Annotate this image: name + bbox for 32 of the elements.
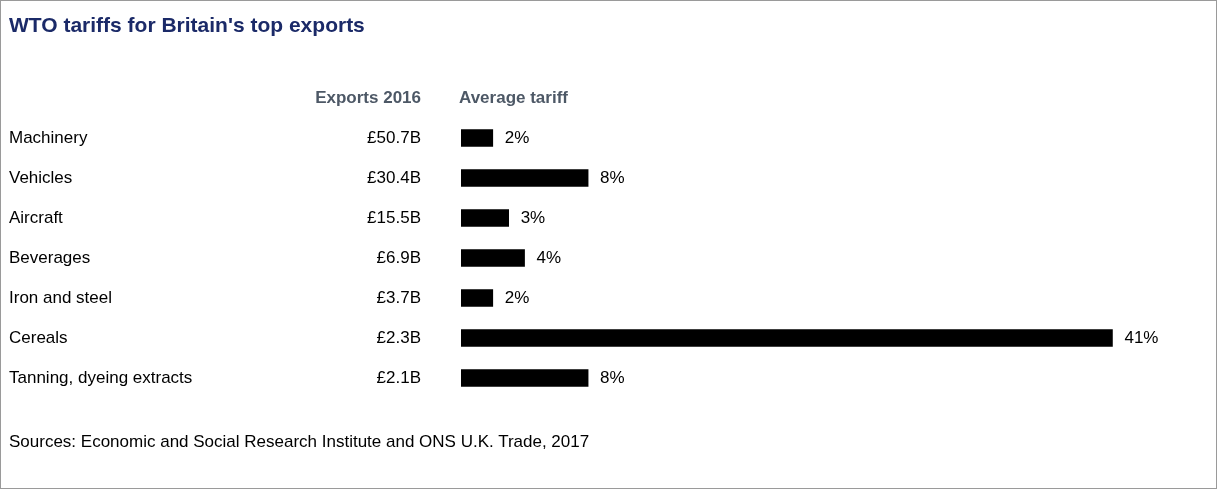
y-tick-label: Tanning, dyeing extracts	[9, 367, 193, 387]
bar	[461, 129, 494, 147]
bar	[461, 249, 525, 267]
text: £6.9B	[376, 247, 421, 267]
text: £2.1B	[376, 367, 421, 387]
data-label: 4%	[536, 247, 562, 267]
data-label: 8%	[600, 167, 625, 187]
data-label: 8%	[600, 367, 625, 387]
data-label: 3%	[520, 207, 546, 227]
data-label: 2%	[504, 287, 530, 307]
y-tick-label: Vehicles	[9, 167, 73, 187]
bar	[461, 209, 509, 227]
y-tick-label: Aircraft	[9, 207, 64, 227]
text: £2.3B	[376, 327, 421, 347]
source-note: Sources: Economic and Social Research Institute and ONS U.K. Trade, 2017	[9, 431, 590, 453]
y-tick-label: Machinery	[9, 127, 88, 147]
data-label: 41%	[1124, 327, 1159, 347]
bar	[461, 329, 1113, 347]
x-axis-title: Average tariff	[459, 87, 569, 107]
bar	[461, 369, 589, 387]
text: WTO tariffs for Britain's top exports	[9, 13, 365, 37]
text: Exports 2016	[315, 87, 421, 107]
data-label: 2%	[504, 127, 530, 147]
bar	[461, 169, 589, 187]
text: £30.4B	[367, 167, 421, 187]
y-tick-label: Beverages	[9, 247, 91, 267]
y-tick-label: Cereals	[9, 327, 68, 347]
text: £3.7B	[376, 287, 421, 307]
bar	[461, 289, 494, 307]
y-tick-label: Iron and steel	[9, 287, 113, 307]
text: £50.7B	[367, 127, 421, 147]
text: £15.5B	[367, 207, 421, 227]
